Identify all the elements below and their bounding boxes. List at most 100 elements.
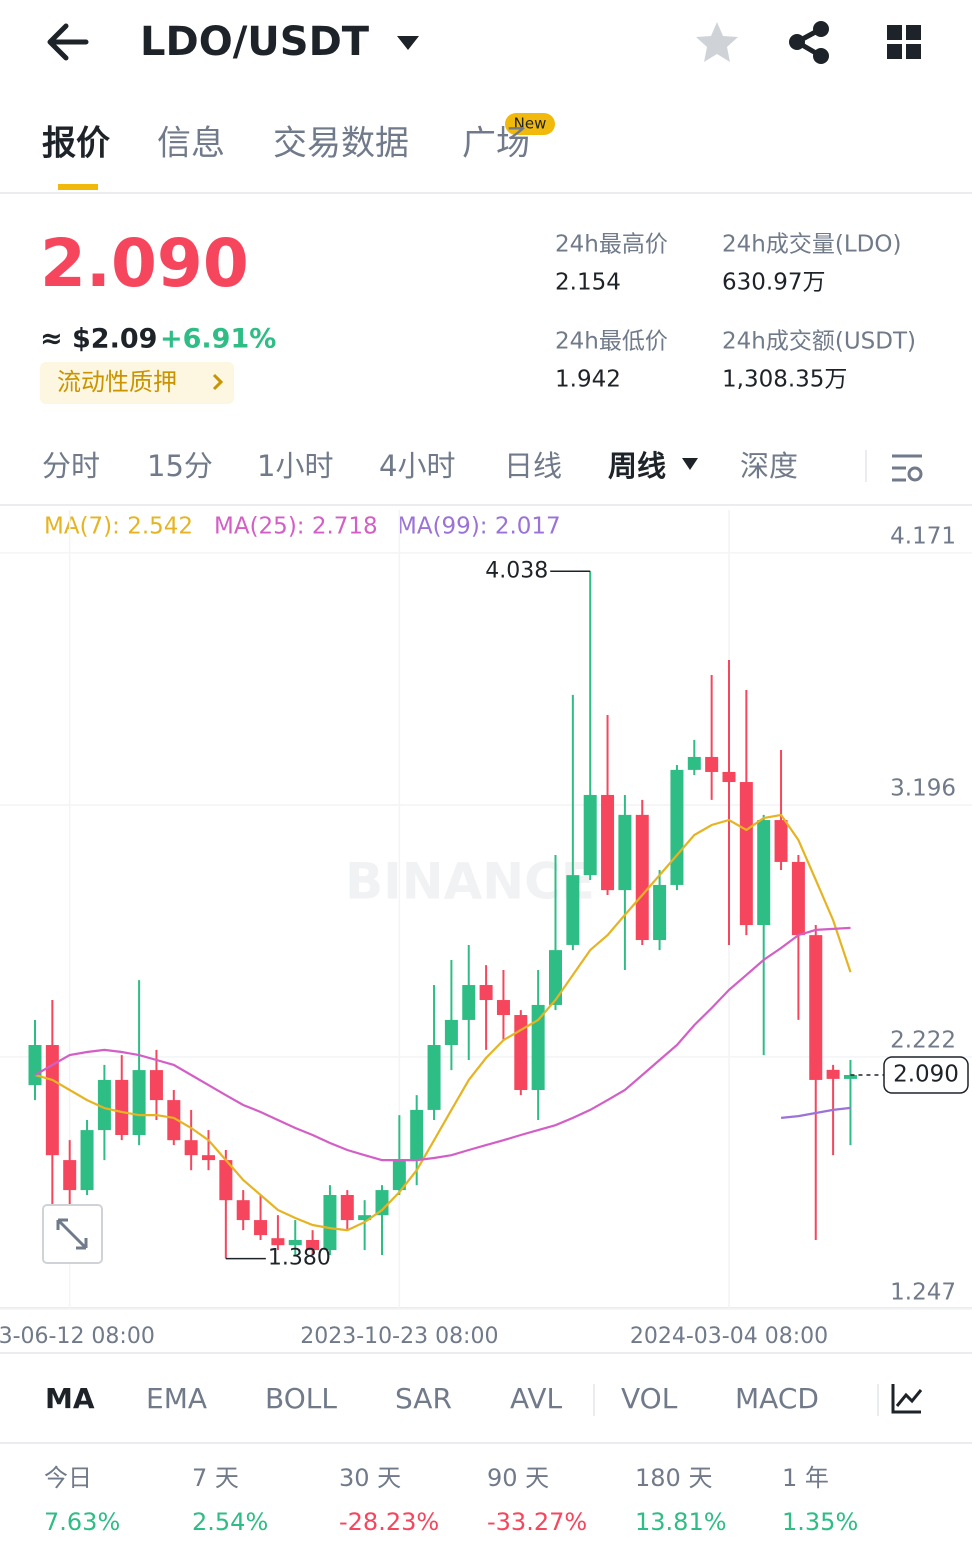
perf-label: 1 年 <box>782 1464 829 1492</box>
stat-label: 24h成交量(LDO) <box>722 232 901 258</box>
y-tick-label: 3.196 <box>890 776 956 802</box>
interval-tab[interactable]: 分时 <box>42 449 100 483</box>
candle-body <box>757 820 771 926</box>
menu-grid[interactable] <box>887 25 921 59</box>
candle-body <box>670 769 684 885</box>
low-label: 1.380 <box>268 1246 331 1271</box>
tab-underline <box>58 184 98 190</box>
stat-value: 1,308.35万 <box>722 367 847 393</box>
y-tick-label: 4.171 <box>890 523 956 549</box>
last-price-tag: 2.090 <box>893 1062 959 1088</box>
high-label: 4.038 <box>485 558 548 583</box>
y-tick-label: 2.222 <box>890 1027 956 1053</box>
interval-tab[interactable]: 日线 <box>504 449 562 483</box>
candle-body <box>531 1004 545 1091</box>
staking-pill[interactable] <box>40 362 234 404</box>
grid-cell <box>906 25 921 40</box>
expand-icon <box>56 1218 88 1250</box>
perf-value: -33.27% <box>487 1508 587 1536</box>
interval-tab[interactable]: 深度 <box>740 449 798 483</box>
pair-dropdown[interactable] <box>397 36 419 50</box>
staking-label: 流动性质押 <box>57 368 177 396</box>
candle-body <box>809 935 823 1080</box>
share-button[interactable] <box>789 21 829 64</box>
ma-line <box>34 926 851 1162</box>
stat-value: 2.154 <box>555 270 621 296</box>
favorite-star[interactable] <box>696 22 738 62</box>
candle-body <box>45 1045 59 1156</box>
indicator-tab[interactable]: BOLL <box>265 1382 337 1415</box>
candle-body <box>236 1200 250 1221</box>
candle-body <box>392 1160 406 1191</box>
perf-label: 30 天 <box>339 1464 401 1492</box>
candle-body <box>496 1000 510 1016</box>
indicator-tab[interactable]: EMA <box>146 1382 207 1415</box>
indicator-settings[interactable] <box>891 1384 923 1414</box>
interval-tab[interactable]: 4小时 <box>379 449 455 483</box>
ma-legend: MA(99): 2.017 <box>397 514 561 540</box>
perf-value: 1.35% <box>782 1508 858 1536</box>
candle-body <box>739 782 753 926</box>
perf-value: 2.54% <box>192 1508 268 1536</box>
candle-body <box>687 756 701 770</box>
chevron <box>212 373 224 391</box>
candle-body <box>583 794 597 876</box>
candle-body <box>167 1100 181 1141</box>
back-button[interactable] <box>47 23 89 61</box>
tab[interactable]: 交易数据 <box>273 124 409 164</box>
candle-body <box>791 861 805 936</box>
tab-badge-bg <box>505 113 555 135</box>
stat-value: 630.97万 <box>722 270 825 296</box>
interval-dropdown <box>682 458 698 470</box>
share-lines <box>791 26 823 59</box>
candle-body <box>410 1109 424 1161</box>
grid-cell <box>906 44 921 59</box>
candle-body <box>306 1239 320 1251</box>
perf-label: 今日 <box>44 1464 92 1492</box>
candle-body <box>566 875 580 945</box>
interval-tab[interactable]: 1小时 <box>257 449 333 483</box>
candle-body <box>358 1215 372 1221</box>
grid-cell <box>887 44 902 59</box>
tab[interactable]: 报价 <box>42 124 110 164</box>
candle-body <box>843 1075 857 1079</box>
candle-body <box>635 814 649 941</box>
chart-settings[interactable] <box>892 454 923 482</box>
perf-value: 13.81% <box>635 1508 727 1536</box>
candle-body <box>462 985 476 1020</box>
ma-legend: MA(25): 2.718 <box>214 514 378 540</box>
x-tick-label: 23-06-12 08:00 <box>0 1324 155 1349</box>
candle-body <box>427 1045 441 1110</box>
indicator-tab[interactable]: AVL <box>510 1382 563 1415</box>
candle-body <box>149 1070 163 1101</box>
candle-body <box>653 884 667 941</box>
back-arrow <box>47 23 89 61</box>
stat-label: 24h成交额(USDT) <box>722 329 916 355</box>
perf-value: -28.23% <box>339 1508 439 1536</box>
indicator-tab[interactable]: SAR <box>395 1382 452 1415</box>
grid-cell <box>887 25 902 40</box>
candle-body <box>705 756 719 772</box>
candle-body <box>340 1194 354 1221</box>
tab[interactable]: 广场 <box>462 124 530 164</box>
candle-body <box>618 814 632 891</box>
pair-title[interactable]: LDO/USDT <box>140 19 370 65</box>
candle-body <box>202 1155 215 1161</box>
candle-body <box>184 1140 198 1156</box>
tab[interactable]: 信息 <box>157 124 225 164</box>
interval-tab[interactable]: 15分 <box>147 449 213 483</box>
indicator-tab[interactable]: VOL <box>621 1382 678 1415</box>
perf-label: 180 天 <box>635 1464 712 1492</box>
interval-tab[interactable]: 周线 <box>608 449 666 483</box>
indicator-tab[interactable]: MACD <box>735 1382 819 1415</box>
candle-body <box>28 1045 42 1086</box>
candle-body <box>549 950 562 1005</box>
candle-body <box>479 985 493 1001</box>
candle-body <box>601 794 615 891</box>
candle-body <box>271 1238 285 1246</box>
usd-price: ≈ $2.09 <box>40 324 157 355</box>
stat-value: 1.942 <box>555 367 621 393</box>
indicator-tab[interactable]: MA <box>45 1382 95 1415</box>
